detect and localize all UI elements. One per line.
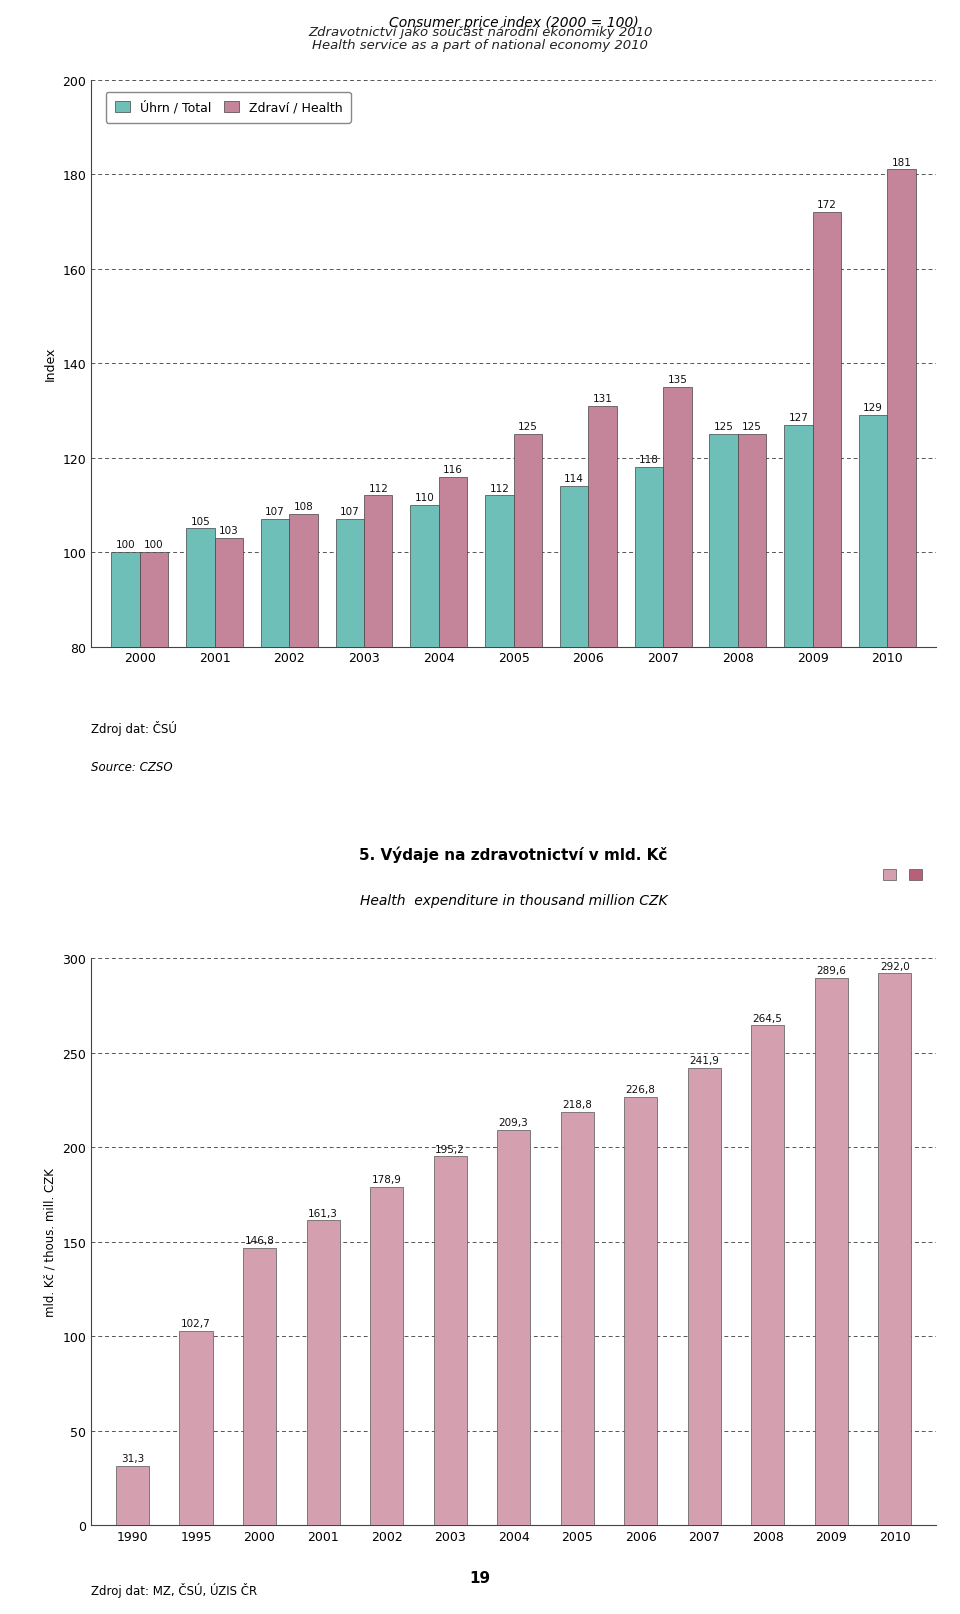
Text: 114: 114 [564, 475, 584, 484]
Text: Consumer price index (2000 = 100): Consumer price index (2000 = 100) [389, 16, 638, 29]
Text: 125: 125 [517, 421, 538, 433]
Text: 19: 19 [469, 1570, 491, 1585]
Text: 5. Výdaje na zdravotnictví v mld. Kč: 5. Výdaje na zdravotnictví v mld. Kč [359, 846, 668, 862]
Bar [439, 478, 468, 1025]
Bar [336, 520, 364, 1025]
Y-axis label: Index: Index [44, 347, 57, 381]
Text: 178,9: 178,9 [372, 1175, 401, 1185]
Text: 100: 100 [144, 541, 164, 550]
Text: 112: 112 [490, 483, 510, 494]
Bar [485, 495, 514, 1025]
Bar [243, 1248, 276, 1525]
Text: Source: CZSO: Source: CZSO [91, 760, 173, 773]
Text: 125: 125 [742, 421, 762, 433]
Bar [751, 1027, 784, 1525]
Text: 100: 100 [116, 541, 135, 550]
Text: 241,9: 241,9 [689, 1056, 719, 1065]
Text: 129: 129 [863, 404, 883, 413]
Bar [624, 1098, 658, 1525]
Bar [561, 1112, 593, 1525]
Bar [687, 1068, 721, 1525]
Bar [815, 978, 848, 1525]
Bar [261, 520, 289, 1025]
Text: Zdroj dat: ČSÚ: Zdroj dat: ČSÚ [91, 721, 177, 736]
Bar [411, 505, 439, 1025]
Y-axis label: mld. Kč / thous. mill. CZK: mld. Kč / thous. mill. CZK [44, 1167, 57, 1317]
Text: 146,8: 146,8 [245, 1235, 275, 1244]
Bar [588, 407, 616, 1025]
Bar [364, 495, 393, 1025]
Text: 105: 105 [190, 516, 210, 526]
Text: 218,8: 218,8 [563, 1099, 592, 1109]
Bar [514, 434, 542, 1025]
Text: 161,3: 161,3 [308, 1207, 338, 1219]
Bar [887, 171, 916, 1025]
Text: Health service as a part of national economy 2010: Health service as a part of national eco… [312, 39, 648, 52]
Text: 125: 125 [713, 421, 733, 433]
Text: 226,8: 226,8 [626, 1085, 656, 1094]
Bar [738, 434, 766, 1025]
Bar [497, 1130, 530, 1525]
Bar [289, 515, 318, 1025]
Text: 135: 135 [667, 374, 687, 384]
Text: 31,3: 31,3 [121, 1453, 144, 1464]
Text: 264,5: 264,5 [753, 1014, 782, 1023]
Text: 127: 127 [788, 413, 808, 423]
Bar [635, 468, 663, 1025]
Text: 209,3: 209,3 [499, 1117, 528, 1127]
Text: 118: 118 [639, 455, 659, 465]
Text: 108: 108 [294, 502, 313, 512]
Bar [140, 552, 168, 1025]
Text: 116: 116 [444, 465, 463, 475]
Bar [859, 416, 887, 1025]
Text: 131: 131 [592, 394, 612, 404]
Legend: Úhrn / Total, Zdraví / Health: Úhrn / Total, Zdraví / Health [106, 92, 351, 124]
Bar [813, 213, 841, 1025]
Text: 107: 107 [265, 507, 285, 516]
Bar [214, 539, 243, 1025]
Text: 289,6: 289,6 [816, 965, 846, 975]
Bar [784, 426, 813, 1025]
Text: 107: 107 [340, 507, 360, 516]
Text: 195,2: 195,2 [435, 1144, 465, 1154]
Bar [663, 387, 691, 1025]
Bar [116, 1466, 149, 1525]
Bar [186, 529, 214, 1025]
Text: 103: 103 [219, 526, 239, 536]
Bar [434, 1157, 467, 1525]
Text: Zdroj dat: MZ, ČSÚ, ÚZIS ČR: Zdroj dat: MZ, ČSÚ, ÚZIS ČR [91, 1582, 257, 1596]
Bar [709, 434, 738, 1025]
Bar [306, 1220, 340, 1525]
Text: 112: 112 [369, 483, 388, 494]
Bar [370, 1188, 403, 1525]
Text: 172: 172 [817, 200, 837, 210]
Legend: , : , [876, 863, 938, 889]
Bar [111, 552, 140, 1025]
Text: Zdravotnictví jako součást národní ekonomiky 2010: Zdravotnictví jako součást národní ekono… [308, 26, 652, 39]
Bar [180, 1332, 212, 1525]
Text: 102,7: 102,7 [181, 1319, 211, 1328]
Text: Health  expenditure in thousand million CZK: Health expenditure in thousand million C… [360, 894, 667, 907]
Bar [878, 973, 911, 1525]
Text: 181: 181 [892, 158, 912, 168]
Text: 110: 110 [415, 492, 435, 502]
Bar [560, 487, 588, 1025]
Text: 292,0: 292,0 [879, 960, 909, 972]
